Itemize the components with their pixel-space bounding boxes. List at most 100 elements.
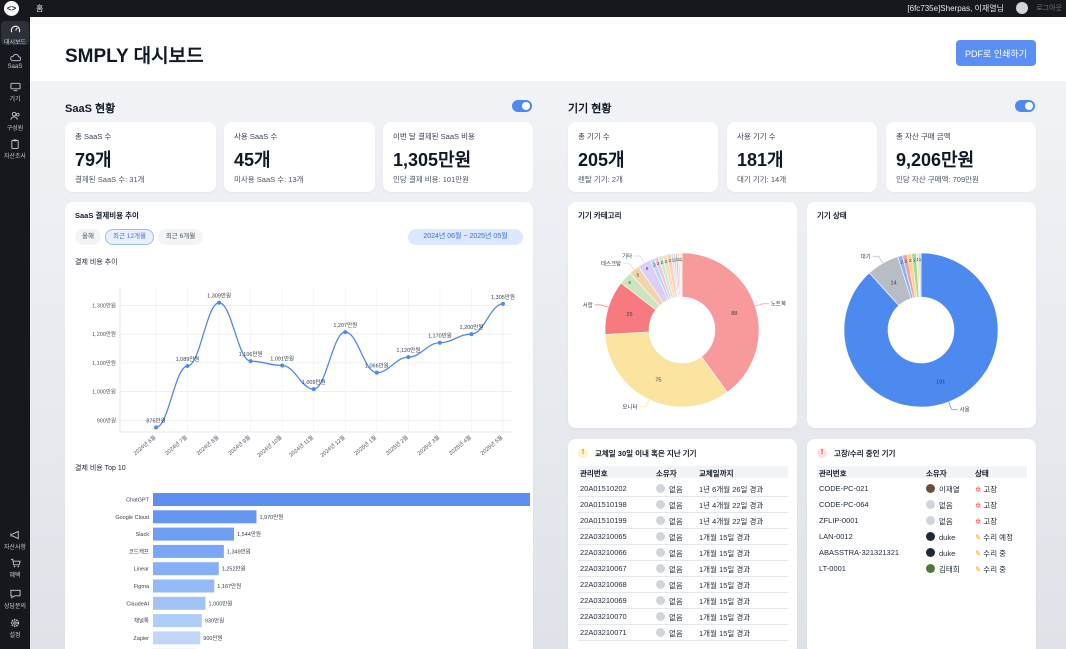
- data-label: 1,207만원: [333, 321, 357, 329]
- pie-slice[interactable]: [604, 331, 728, 408]
- filter-chip-12-months[interactable]: 최근 12개월: [105, 229, 154, 245]
- slice-value-label: 2: [900, 260, 903, 266]
- bar-category-label: ChatGPT: [126, 498, 150, 504]
- cell-due: 1개월 15일 경과: [699, 565, 751, 574]
- cell-owner: 없음: [656, 500, 683, 511]
- cell-due: 1개월 15일 경과: [699, 597, 751, 606]
- data-label: 876만원: [146, 416, 165, 424]
- data-point[interactable]: [374, 370, 379, 375]
- data-point[interactable]: [437, 340, 442, 345]
- data-point[interactable]: [343, 330, 348, 335]
- saas-payment-card: SaaS 결제비용 추이 올해 최근 12개월 최근 6개월 2024년 06월…: [65, 202, 533, 649]
- slice-value-label: 2: [661, 260, 664, 266]
- data-point[interactable]: [185, 364, 190, 369]
- filter-chip-6-months[interactable]: 최근 6개월: [158, 229, 203, 245]
- cell-id: LT-0001: [819, 564, 846, 573]
- sidebar-item-label: 기기: [9, 97, 21, 103]
- date-range-picker[interactable]: 2024년 06월 ~ 2025년 05월: [408, 229, 523, 245]
- chat-icon: [9, 589, 21, 599]
- slice-value-label: 88: [731, 311, 737, 317]
- bar[interactable]: [153, 579, 215, 593]
- sidebar-item-saas[interactable]: SaaS: [0, 53, 30, 70]
- slice-label: 기타: [622, 252, 632, 260]
- stat-label: 사용 기기 수: [737, 132, 776, 141]
- bar[interactable]: [153, 562, 219, 576]
- y-tick-label: 1,100만원: [92, 359, 116, 367]
- data-point[interactable]: [469, 332, 474, 337]
- data-point[interactable]: [217, 300, 222, 305]
- bar[interactable]: [153, 614, 202, 628]
- sidebar-item-label: SaaS: [7, 64, 23, 70]
- sidebar-item-label: 설정: [9, 633, 21, 639]
- cell-owner: 없음: [656, 564, 683, 575]
- cell-owner: 없음: [656, 596, 683, 607]
- col-header-owner: 소유자: [926, 469, 947, 478]
- logout-link[interactable]: 로그아웃: [1036, 5, 1062, 12]
- home-link[interactable]: 홈: [36, 4, 44, 13]
- pie-slice[interactable]: [843, 252, 999, 408]
- app-logo-icon[interactable]: <>: [4, 1, 19, 16]
- broken-icon: ✲: [975, 517, 982, 526]
- filter-chip-this-year[interactable]: 올해: [75, 229, 101, 245]
- sidebar-item-members[interactable]: 구성원: [0, 111, 30, 132]
- x-tick-label: 2024년 12월: [318, 433, 346, 458]
- sidebar-item-settings[interactable]: 설정: [0, 618, 30, 639]
- data-point[interactable]: [280, 363, 285, 368]
- pie-slice[interactable]: [681, 252, 760, 393]
- sidebar-item-label: 자산사항: [3, 545, 27, 551]
- replace-due-card: ! 교체일 30일 이내 혹은 지난 기기 관리번호 소유자 교체일까지 20A…: [568, 439, 797, 649]
- stat-label: 총 기기 수: [578, 132, 610, 141]
- bar[interactable]: [153, 596, 206, 610]
- data-point[interactable]: [501, 301, 505, 306]
- data-label: 1,106만원: [239, 350, 263, 358]
- bar[interactable]: [153, 493, 530, 506]
- bar[interactable]: [153, 510, 257, 524]
- stat-value: 45개: [234, 150, 271, 170]
- pdf-print-button[interactable]: PDF로 인쇄하기: [956, 40, 1036, 66]
- data-point[interactable]: [311, 387, 316, 392]
- cell-id: 22A03210066: [580, 548, 627, 557]
- slice-label: 모니터: [622, 403, 637, 411]
- data-point[interactable]: [154, 425, 158, 430]
- sidebar-item-device[interactable]: 기기: [0, 82, 30, 103]
- cloud-icon: [9, 53, 21, 62]
- sidebar-item-label: 혜택: [9, 573, 21, 579]
- bar[interactable]: [153, 631, 201, 645]
- sidebar-item-consult[interactable]: 상담문의: [0, 589, 30, 610]
- slice-label: 대기: [861, 252, 871, 260]
- col-header-id: 관리번호: [580, 469, 608, 478]
- cell-status: ✎ 수리 중: [975, 565, 1007, 574]
- bar-category-label: Zapier: [133, 636, 149, 642]
- slice-value-label: 6: [646, 266, 649, 272]
- col-header-status: 상태: [975, 469, 989, 478]
- sidebar-item-asset-survey[interactable]: 자산조사: [0, 139, 30, 160]
- avatar-icon: [656, 612, 665, 621]
- slice-value-label: 2: [653, 263, 656, 269]
- sidebar-item-benefits[interactable]: 혜택: [0, 558, 30, 579]
- data-point[interactable]: [248, 359, 253, 364]
- user-avatar-icon[interactable]: [1016, 2, 1028, 14]
- slice-leader-line: [948, 401, 958, 410]
- pie-slice[interactable]: [679, 252, 683, 298]
- device-section-toggle[interactable]: [1015, 100, 1035, 112]
- bar[interactable]: [153, 527, 235, 541]
- user-label[interactable]: [6fc735e]Sherpas, 이재열님: [907, 4, 1004, 13]
- sidebar-item-dashboard[interactable]: 대시보드: [1, 21, 29, 46]
- avatar-icon: [656, 596, 665, 605]
- cell-status: ✎ 수리 중: [975, 549, 1007, 558]
- y-tick-label: 1,200만원: [92, 330, 116, 338]
- stat-value: 9,206만원: [896, 150, 975, 170]
- saas-section-title: SaaS 현황: [65, 103, 116, 115]
- replace-card-title: 교체일 30일 이내 혹은 지난 기기: [595, 449, 697, 458]
- cell-owner: 이재열: [926, 484, 960, 495]
- slice-value-label: 6: [628, 280, 631, 286]
- sidebar-item-notice[interactable]: 자산사항: [0, 530, 30, 551]
- stat-sub: 대기 기기: 14개: [737, 175, 787, 184]
- saas-section-toggle[interactable]: [512, 100, 532, 112]
- data-point[interactable]: [406, 355, 411, 360]
- stat-sub: 미사용 SaaS 수: 13개: [234, 175, 304, 184]
- bar[interactable]: [153, 544, 224, 558]
- stat-value: 205개: [578, 150, 625, 170]
- pie-slice[interactable]: [918, 252, 922, 298]
- bar-category-label: 채널톡: [134, 617, 149, 625]
